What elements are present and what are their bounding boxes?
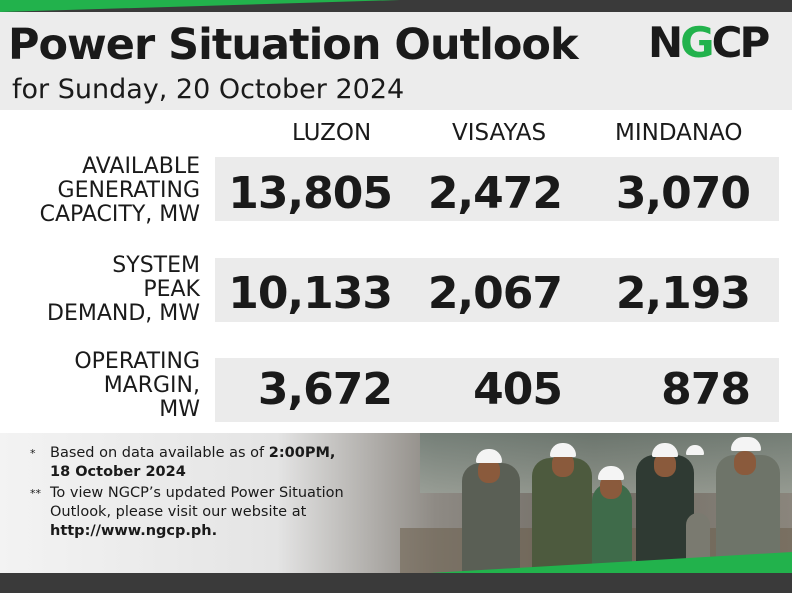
bottom-bar <box>0 573 792 593</box>
value-luzon-margin: 3,672 <box>257 364 393 415</box>
row-label-line: OPERATING <box>74 349 200 374</box>
header: Power Situation Outlook for Sunday, 20 O… <box>0 12 792 110</box>
top-green-accent <box>0 0 400 12</box>
worker-face <box>600 475 622 499</box>
row-band-demand <box>215 258 779 322</box>
worker-figure <box>532 458 592 573</box>
page-title: Power Situation Outlook <box>8 20 579 70</box>
footnote-text: Outlook, please visit our website at <box>50 504 307 520</box>
helmet-icon <box>652 443 678 457</box>
logo-text: NGCP <box>648 18 770 67</box>
helmet-icon <box>476 449 502 463</box>
website-link[interactable]: http://www.ngcp.ph. <box>50 523 218 539</box>
helmet-icon <box>686 445 704 455</box>
row-label-line: GENERATING <box>57 178 200 203</box>
top-bar <box>0 0 792 12</box>
value-luzon-demand: 10,133 <box>228 268 393 319</box>
workers-photo <box>0 433 792 573</box>
footnote-text: To view NGCP’s updated Power Situation <box>50 485 344 501</box>
helmet-icon <box>550 443 576 457</box>
row-label-line: MW <box>159 397 200 422</box>
row-label-capacity: AVAILABLE GENERATING CAPACITY, MW <box>40 155 200 227</box>
value-visayas-capacity: 2,472 <box>427 168 563 219</box>
row-label-line: CAPACITY, MW <box>39 202 200 227</box>
worker-face <box>654 453 676 477</box>
footnote-data-time: * Based on data available as of 2:00PM, … <box>30 444 344 482</box>
helmet-icon <box>731 437 761 451</box>
footnote-mark: ** <box>30 487 41 500</box>
value-visayas-demand: 2,067 <box>427 268 563 319</box>
helmet-icon <box>598 466 624 480</box>
value-mindanao-capacity: 3,070 <box>615 168 751 219</box>
row-label-line: DEMAND, MW <box>47 301 200 326</box>
column-header-mindanao: MINDANAO <box>615 120 743 146</box>
row-label-line: PEAK <box>143 277 200 302</box>
footnote-time: 2:00PM, <box>268 445 336 461</box>
value-visayas-margin: 405 <box>473 364 563 415</box>
row-label-line: AVAILABLE <box>82 154 200 179</box>
footnotes: * Based on data available as of 2:00PM, … <box>30 444 344 541</box>
row-label-margin: OPERATING MARGIN, MW <box>74 350 200 422</box>
column-header-luzon: LUZON <box>292 120 372 146</box>
row-label-line: MARGIN, <box>103 373 200 398</box>
footnote-mark: * <box>30 447 36 460</box>
footnote-date: 18 October 2024 <box>50 464 186 480</box>
worker-face <box>478 459 500 483</box>
column-header-visayas: VISAYAS <box>452 120 547 146</box>
worker-face <box>552 453 574 477</box>
footnote-text: Based on data available as of <box>50 445 269 461</box>
row-band-margin <box>215 358 779 422</box>
page-subtitle: for Sunday, 20 October 2024 <box>12 74 405 105</box>
value-mindanao-margin: 878 <box>661 364 751 415</box>
footnote-website: ** To view NGCP’s updated Power Situatio… <box>30 484 344 541</box>
worker-face <box>734 451 756 475</box>
row-label-demand: SYSTEM PEAK DEMAND, MW <box>47 254 200 326</box>
ngcp-logo: NGCP <box>648 18 770 67</box>
value-mindanao-demand: 2,193 <box>615 268 751 319</box>
row-label-line: SYSTEM <box>112 253 200 278</box>
value-luzon-capacity: 13,805 <box>228 168 393 219</box>
row-band-capacity <box>215 157 779 221</box>
